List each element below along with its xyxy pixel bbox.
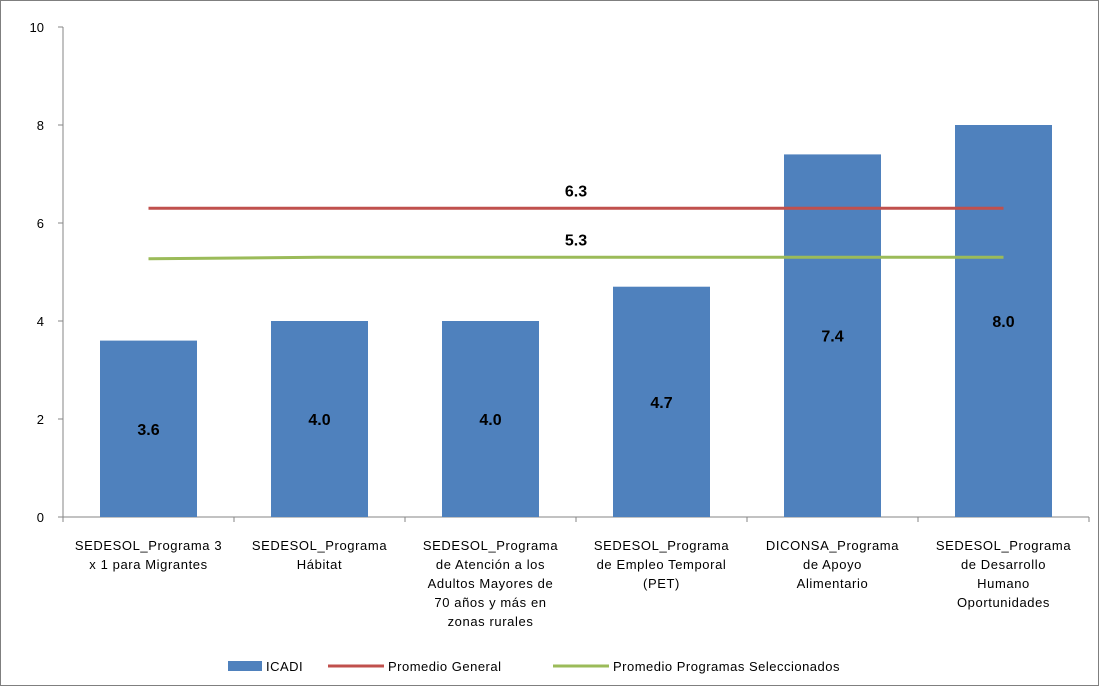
y-tick-label: 6 [37, 216, 44, 231]
bar-icadi [271, 321, 368, 517]
category-label: Oportunidades [957, 595, 1050, 610]
category-label: SEDESOL_Programa [594, 538, 729, 553]
legend-label: Promedio Programas Seleccionados [613, 659, 840, 674]
line-data-label: 5.3 [565, 232, 587, 249]
y-tick-label: 2 [37, 412, 44, 427]
category-label: de Atención a los [436, 557, 545, 572]
legend-swatch-bar [228, 661, 262, 671]
bar-data-label: 4.7 [650, 395, 672, 412]
bar-icadi [100, 340, 197, 517]
bar-data-label: 3.6 [137, 422, 159, 439]
category-label: Alimentario [797, 576, 869, 591]
bar-icadi [613, 286, 710, 517]
category-label: de Apoyo [803, 557, 862, 572]
category-label: SEDESOL_Programa 3 [75, 538, 222, 553]
legend-label: Promedio General [388, 659, 502, 674]
category-label: zonas rurales [448, 614, 534, 629]
category-label: de Desarrollo [961, 557, 1046, 572]
bar-data-label: 7.4 [821, 329, 843, 346]
category-label: de Empleo Temporal [597, 557, 727, 572]
category-label: Humano [977, 576, 1030, 591]
bar-data-label: 8.0 [992, 314, 1014, 331]
category-label: x 1 para Migrantes [89, 557, 207, 572]
category-label: DICONSA_Programa [766, 538, 899, 553]
bar-data-label: 4.0 [308, 412, 330, 429]
category-label: (PET) [643, 576, 680, 591]
y-tick-label: 10 [30, 20, 44, 35]
bar-data-label: 4.0 [479, 412, 501, 429]
bar-icadi [784, 154, 881, 517]
category-label: Hábitat [297, 557, 342, 572]
series-line [148, 255, 1004, 261]
y-tick-label: 0 [37, 510, 44, 525]
legend-label: ICADI [266, 659, 303, 674]
bar-icadi [442, 321, 539, 517]
line-data-label: 6.3 [565, 183, 587, 200]
category-label: SEDESOL_Programa [936, 538, 1071, 553]
category-label: Adultos Mayores de [428, 576, 554, 591]
bar-icadi [955, 125, 1052, 517]
category-label: SEDESOL_Programa [252, 538, 387, 553]
y-tick-label: 8 [37, 118, 44, 133]
category-label: 70 años y más en [434, 595, 546, 610]
y-tick-label: 4 [37, 314, 44, 329]
category-label: SEDESOL_Programa [423, 538, 558, 553]
